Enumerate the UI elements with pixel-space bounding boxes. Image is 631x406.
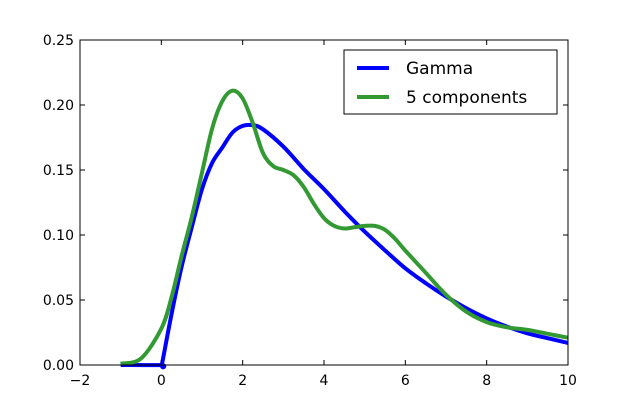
series-layer xyxy=(120,88,569,370)
legend-box xyxy=(343,49,558,115)
x-tick-label: −2 xyxy=(70,373,91,389)
y-tick-label: 0.15 xyxy=(43,163,74,179)
ticks-layer: −2 0 2 4 6 8 10 0.00 0.05 0.10 0.15 0.20 0.25 xyxy=(43,33,577,389)
x-tick-label: 8 xyxy=(482,373,491,389)
y-tick-label: 0.25 xyxy=(43,33,74,49)
x-tick-label: 4 xyxy=(320,373,329,389)
x-tick-label: 2 xyxy=(238,373,247,389)
series-line-5-components xyxy=(120,88,569,366)
legend-label-5-components: 5 components xyxy=(406,88,527,108)
x-tick-label: 10 xyxy=(559,373,577,389)
y-tick-label: 0.20 xyxy=(43,98,74,114)
legend-label-gamma: Gamma xyxy=(406,59,473,79)
y-tick-label: 0.05 xyxy=(43,293,74,309)
y-tick-label: 0.10 xyxy=(43,228,74,244)
legend: Gamma 5 components xyxy=(343,49,558,115)
x-tick-label: 6 xyxy=(401,373,410,389)
x-tick-label: 0 xyxy=(157,373,166,389)
y-tick-label: 0.00 xyxy=(43,358,74,374)
series-line-gamma xyxy=(120,122,569,370)
